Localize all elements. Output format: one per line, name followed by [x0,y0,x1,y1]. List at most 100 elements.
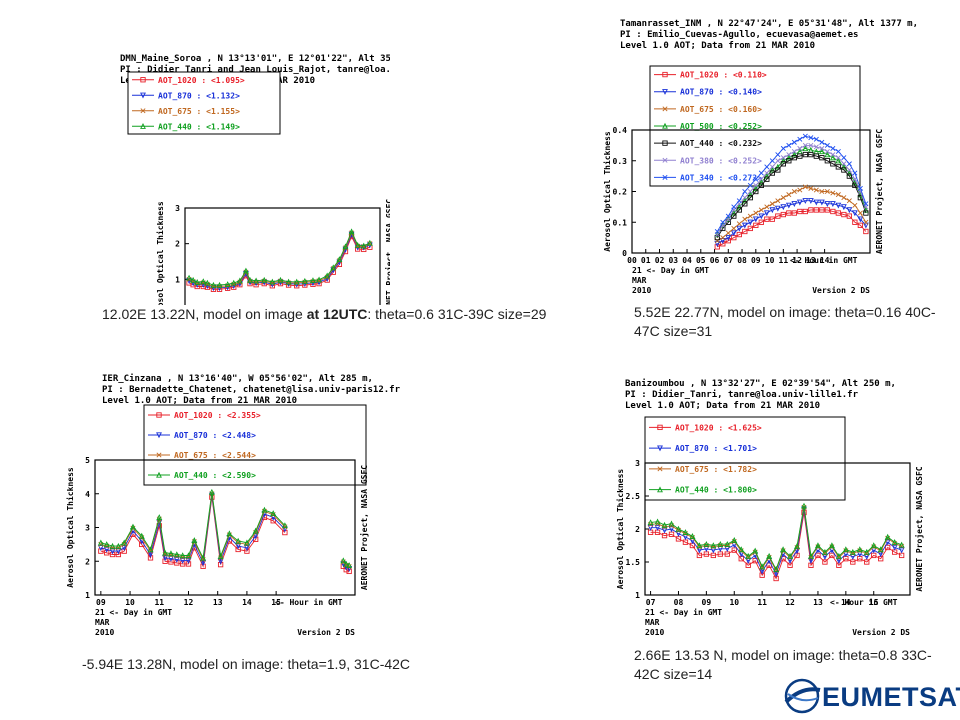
data-point [226,530,233,537]
x-tick-label: 04 [682,256,692,265]
hour-axis-label: <- Hour in GMT [275,597,343,607]
x-tick-label: 15 [271,598,281,607]
data-point [162,558,168,564]
series-line [100,492,350,566]
year-label: 2010 [632,286,651,295]
x-tick-label: 13 [813,598,823,607]
legend-marker [140,92,146,99]
data-point [247,276,253,283]
data-point [346,562,353,568]
legend-entry: AOT_675 : <1.782> [675,465,757,474]
data-point [769,164,775,170]
data-point [769,170,775,176]
data-point [742,201,748,207]
data-point [654,525,661,531]
data-point [168,555,174,562]
data-point [730,230,737,237]
data-point [775,213,781,219]
chart-header-line: Tamanrasset_INM , N 22°47'24", E 05°31'4… [620,19,918,29]
data-point [682,529,689,535]
data-point [841,161,847,167]
data-point [841,167,847,173]
data-point [348,228,355,235]
data-point [780,161,786,167]
data-point [863,548,870,555]
chart-header-line: Level 1.0 AOT; Data from 21 MAR 2010 [620,41,815,51]
data-point [802,198,809,204]
data-point [736,203,743,210]
series-line [716,154,867,238]
data-point [738,546,745,553]
data-point [891,538,898,545]
data-point [819,155,825,161]
data-point [794,542,800,549]
data-point [785,202,792,209]
data-point [763,172,770,179]
chart-header-line: Banizoumbou , N 13°32'27", E 02°39'54", … [625,378,896,389]
data-point [354,241,361,248]
data-point [147,546,154,553]
data-point [217,561,224,568]
series-line [650,512,902,580]
series-line [716,144,867,235]
data-point [821,548,828,555]
data-point [269,283,275,289]
data-point [824,188,830,195]
series-aot_1020 [714,207,869,250]
data-point [752,547,759,554]
data-point [898,547,905,554]
data-point [877,546,884,553]
y-tick-label: 3 [635,459,640,468]
legend-marker [140,77,146,83]
data-point [316,280,322,287]
data-point [208,488,215,495]
data-point [200,278,207,285]
data-point [840,204,847,211]
data-point [366,239,373,246]
day-axis-label: 21 <- Day in GMT [632,265,709,275]
data-point [185,561,192,567]
caption-dmn-part3: : theta=0.6 31C-39C size=29 [367,306,547,322]
series-aot_440 [97,488,353,568]
data-point [824,207,831,213]
data-point [808,552,814,559]
data-point [764,170,770,176]
data-point [168,550,174,557]
data-point [813,153,819,159]
data-point [714,228,720,234]
month-label: MAR [645,618,660,627]
caption-tam: 5.52E 22.77N, model on image: theta=0.16… [634,303,944,341]
legend-marker [662,140,668,146]
legend-marker [662,122,668,129]
data-point [824,142,830,148]
data-point [863,210,869,216]
series-aot_675 [648,504,905,574]
x-tick-label: 10 [125,598,135,607]
data-point [191,537,198,543]
data-point [863,201,869,207]
series-aot_340 [714,133,869,234]
year-label: 2010 [645,628,664,637]
data-point [769,216,775,222]
data-point [797,145,803,151]
y-tick-label: 2 [175,240,180,249]
data-point [786,158,792,164]
plot-frame [184,207,381,305]
data-point [846,213,853,219]
data-point [775,152,781,158]
y-tick-label: 5 [85,456,90,465]
x-tick-label: 08 [674,598,684,607]
data-point [173,551,180,558]
data-point [703,540,710,547]
data-point [824,201,831,208]
series-line [650,505,902,571]
x-tick-label: 12 [184,598,194,607]
y-tick-label: 3 [85,524,90,533]
data-point [769,207,776,214]
legend-marker [662,106,668,112]
chart-header-line: DMN_Maine_Soroa , N 13°13'01", E 12°01'2… [120,53,390,64]
data-point [796,199,803,206]
credit-label: AERONET Project, NASA GSFC [359,465,369,590]
caption-dmn: 12.02E 13.22N, model on image at 12UTC: … [102,305,572,324]
data-point [841,195,847,201]
